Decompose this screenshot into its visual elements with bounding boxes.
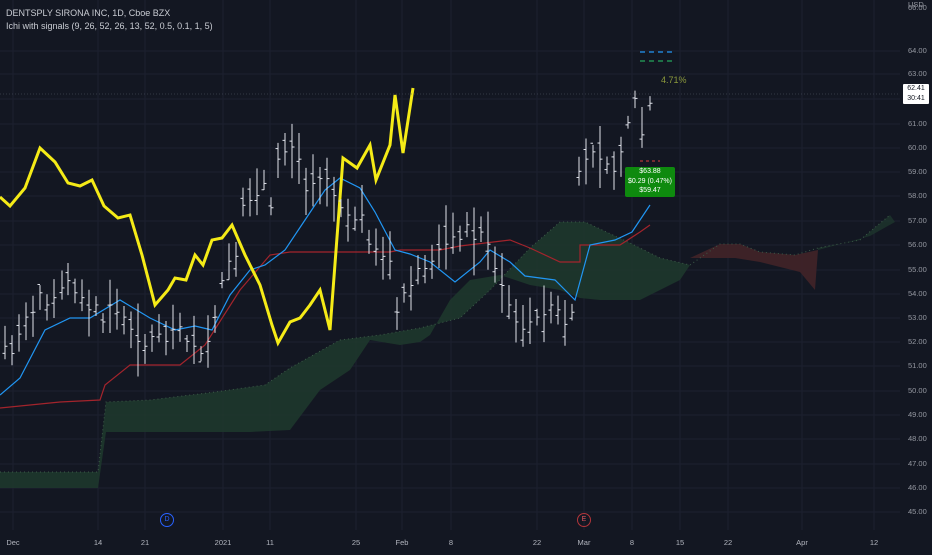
price-tick-label: 58.00 [908,191,927,200]
time-tick-label: 14 [93,538,103,547]
tenkan-line [0,177,651,396]
earnings-event-icon[interactable]: E [577,513,591,527]
price-tick-label: 55.00 [908,265,927,274]
time-tick-label: Dec [6,538,20,547]
price-tick-label: 56.00 [908,240,927,249]
time-tick-label: 22 [532,538,542,547]
signal-lines [0,51,900,162]
dividend-event-icon[interactable]: D [160,513,174,527]
time-tick-label: Feb [395,538,409,547]
price-tick-label: 46.00 [908,483,927,492]
signal-change: $0.29 (0.47%) [628,177,672,185]
ohlc-bars [2,90,653,377]
current-price-tag: 62.41 30:41 [903,84,929,104]
price-tick-label: 63.00 [908,69,927,78]
time-tick-label: Mar [577,538,591,547]
price-tick-label: 48.00 [908,434,927,443]
price-tick-label: 51.00 [908,361,927,370]
time-tick-label: 21 [140,538,150,547]
time-tick-label: Apr [796,538,808,547]
symbol-title[interactable]: DENTSPLY SIRONA INC, 1D, Cboe BZX [6,8,171,18]
price-tick-label: 50.00 [908,386,927,395]
price-tick-label: 52.00 [908,337,927,346]
price-tick-label: 54.00 [908,289,927,298]
time-tick-label: 11 [266,538,274,547]
indicator-label[interactable]: Ichi with signals (9, 26, 52, 26, 13, 52… [6,21,213,31]
signal-percent: 4.71% [661,75,687,85]
time-tick-label: 15 [675,538,685,547]
signal-stop: $59.47 [639,187,661,194]
bar-countdown: 30:41 [907,95,925,102]
time-tick-label: 8 [629,538,635,547]
time-tick-label: 2021 [214,538,232,547]
price-tick-label: 57.00 [908,216,927,225]
cloud-bearish [690,244,818,290]
current-price-value: 62.41 [907,85,925,92]
price-axis-currency: USD [908,0,924,9]
time-tick-label: 25 [351,538,361,547]
time-tick-label: 8 [448,538,454,547]
price-tick-label: 53.00 [908,313,927,322]
lagging-span-line [0,87,415,347]
signal-target: $63.88 [639,168,661,175]
signal-box: $63.88 $0.29 (0.47%) $59.47 [625,167,675,197]
cloud-bullish-future [818,215,895,250]
time-tick-label: 22 [723,538,733,547]
price-tick-label: 47.00 [908,459,927,468]
chart-grid [0,0,900,530]
price-tick-label: 60.00 [908,143,927,152]
price-tick-label: 45.00 [908,507,927,516]
price-tick-label: 64.00 [908,46,927,55]
price-tick-label: 49.00 [908,410,927,419]
ichimoku-cloud [0,214,895,488]
price-tick-label: 61.00 [908,119,927,128]
price-tick-label: 66.00 [908,3,927,12]
cloud-bullish [0,222,690,488]
time-tick-label: 12 [869,538,879,547]
price-tick-label: 59.00 [908,167,927,176]
